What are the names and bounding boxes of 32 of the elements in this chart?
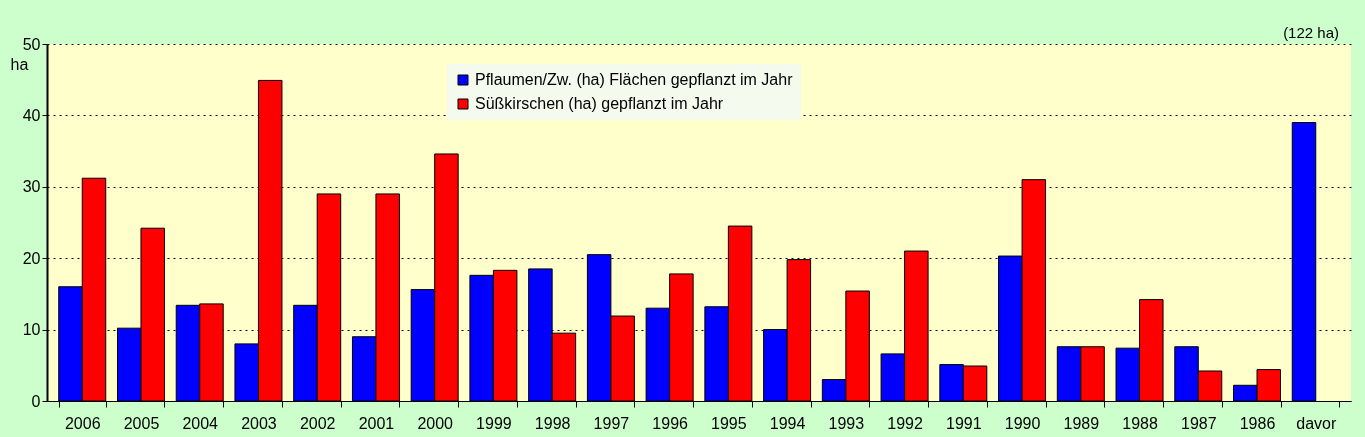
x-tick-label: 1987 [1180,414,1217,432]
x-tick-label: 2006 [64,414,101,432]
legend-label: Pflaumen/Zw. (ha) Flächen gepflanzt im Jahr [475,71,794,88]
text: (122 ha) [1283,24,1339,41]
x-tick-label: 1997 [593,414,630,432]
x-tick-label: 1988 [1122,414,1158,432]
x-tick-label: 2003 [241,414,277,432]
x-tick-label: 1999 [476,414,512,432]
x-tick-label: 2001 [358,414,395,432]
x-tick-label: 1986 [1239,414,1276,432]
legend-label: Süßkirschen (ha) gepflanzt im Jahr [475,95,724,112]
x-tick-label: 1991 [946,414,982,432]
x-tick-label: 1990 [1004,414,1041,432]
x-tick-label: 1995 [711,414,747,432]
x-tick-label: 1992 [887,414,923,432]
x-tick-label: 2000 [417,414,454,432]
x-tick-label: 1993 [828,414,865,432]
x-tick-label: 1989 [1063,414,1100,432]
y-tick-label: 20 [22,249,41,267]
x-tick-label: 1996 [652,414,689,432]
y-tick-label: 30 [22,178,41,196]
x-tick-label: 2005 [123,414,160,432]
x-tick-label: davor [1296,414,1337,432]
y-tick-label: 0 [31,392,41,410]
y-tick-label: 50 [22,35,41,53]
x-tick-label: 2002 [299,414,336,432]
x-tick-label: 1998 [534,414,571,432]
y-tick-label: 40 [22,106,41,124]
y-axis-title: ha [10,55,29,73]
y-tick-label: 10 [22,321,41,339]
x-tick-label: 2004 [182,414,219,432]
x-tick-label: 1994 [769,414,806,432]
